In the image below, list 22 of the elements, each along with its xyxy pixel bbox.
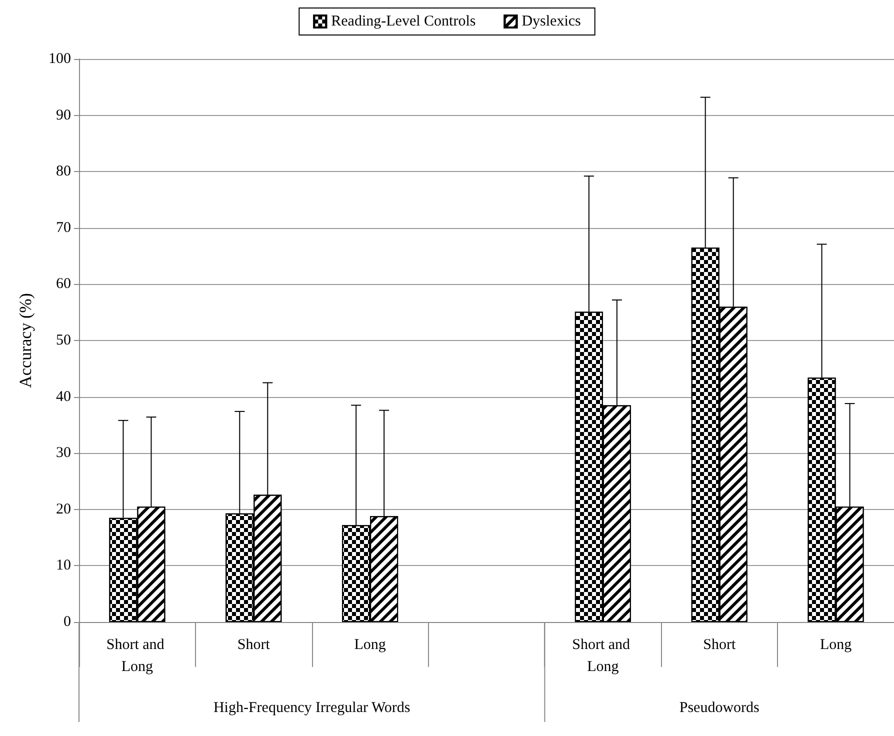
- x-tick-label: Short: [237, 637, 271, 653]
- y-tick-label: 0: [64, 614, 71, 630]
- y-tick-label: 20: [56, 501, 71, 518]
- y-tick-label: 80: [56, 164, 71, 180]
- text: High-Frequency Irregular Words: [213, 700, 410, 716]
- y-tick-label: 50: [56, 332, 71, 348]
- x-tick-label: Short: [703, 637, 736, 653]
- y-tick-label: 90: [56, 107, 71, 124]
- x-tick-label: Long: [354, 637, 386, 653]
- y-tick-label: 100: [48, 51, 71, 67]
- y-tick-label: 40: [56, 388, 71, 405]
- y-tick-label: 30: [56, 445, 71, 462]
- x-tick-label: Short and Long: [572, 637, 634, 675]
- y-tick-label: 60: [56, 276, 71, 292]
- y-tick-label: 10: [56, 558, 71, 574]
- y-tick-label: 70: [56, 220, 71, 236]
- x-tick-label: Long: [820, 637, 852, 653]
- y-axis-title: Accuracy (%): [16, 293, 35, 388]
- legend-label: Dyslexics: [522, 14, 582, 30]
- legend-label: Reading-Level Controls: [331, 14, 476, 30]
- x-tick-label: Short and Long: [106, 637, 168, 675]
- text: Pseudowords: [679, 700, 760, 716]
